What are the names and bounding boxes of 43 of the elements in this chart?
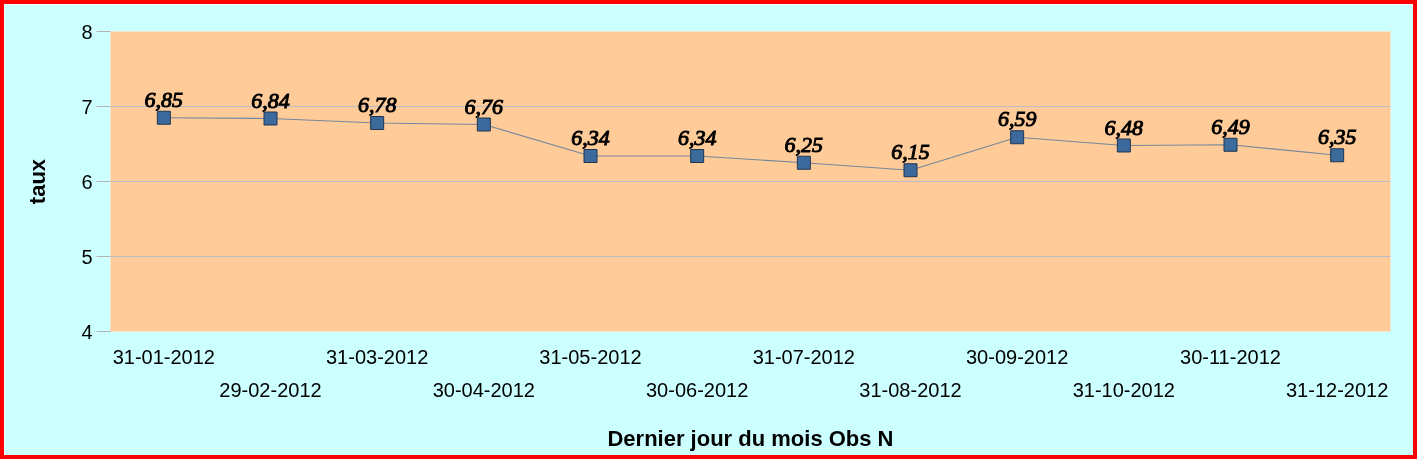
point [1116, 138, 1131, 153]
x-tick-label: 29-02-2012 [219, 378, 322, 401]
x-tick-label: 30-11-2012 [1180, 345, 1281, 368]
data-label: 6,49 [1211, 113, 1250, 139]
data-label: 6,34 [677, 125, 717, 150]
point [796, 155, 811, 170]
point [370, 116, 385, 130]
x-tick-label: 31-03-2012 [326, 345, 429, 368]
x-axis-title: Dernier jour du mois Obs N [607, 425, 894, 451]
x-tick-label: 31-10-2012 [1072, 378, 1175, 401]
point [583, 149, 598, 163]
point [476, 117, 491, 132]
data-label: 6,25 [784, 131, 824, 157]
y-tick-label: 4 [81, 320, 93, 343]
data-label: 6,59 [997, 106, 1037, 132]
x-tick-label: 30-04-2012 [432, 378, 535, 401]
point [903, 163, 918, 178]
y-tick-label: 8 [81, 20, 93, 43]
point [690, 149, 705, 163]
point [156, 110, 171, 125]
point [1010, 130, 1025, 145]
data-label: 6,85 [144, 86, 184, 112]
x-tick-label: 31-08-2012 [859, 378, 962, 401]
point [263, 111, 278, 126]
data-label: 6,84 [251, 87, 290, 113]
y-tick-label: 7 [81, 95, 93, 118]
x-tick-label: 30-06-2012 [646, 378, 749, 401]
y-tick-label: 6 [81, 170, 93, 193]
y-axis-title: taux [25, 158, 51, 205]
data-label: 6,15 [891, 139, 930, 165]
y-tick-label: 5 [81, 245, 93, 268]
x-tick-label: 31-12-2012 [1286, 378, 1389, 401]
x-tick-label: 31-07-2012 [752, 345, 855, 368]
point [1330, 148, 1345, 163]
data-label: 6,48 [1104, 114, 1144, 140]
data-label: 6,34 [571, 125, 610, 150]
x-tick-label: 31-01-2012 [112, 345, 215, 368]
point [1223, 137, 1238, 152]
x-tick-label: 31-05-2012 [539, 345, 642, 368]
data-label: 6,35 [1317, 124, 1357, 150]
data-label: 6,78 [357, 92, 397, 117]
x-tick-label: 30-09-2012 [966, 345, 1069, 368]
data-label: 6,76 [464, 93, 504, 119]
